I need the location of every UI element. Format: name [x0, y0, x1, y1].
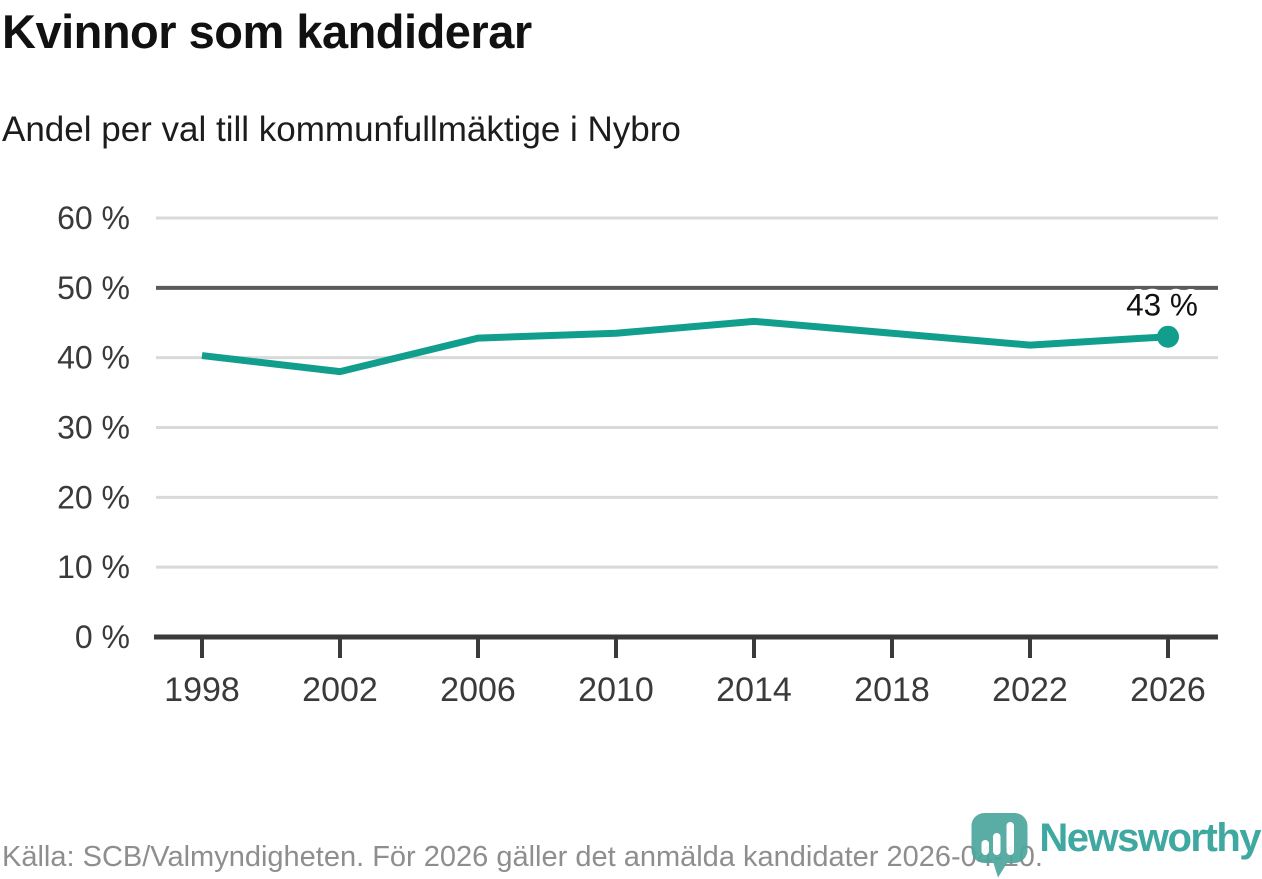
x-axis-tick-label: 2018 — [854, 671, 930, 709]
source-note: Källa: SCB/Valmyndigheten. För 2026 gäll… — [2, 841, 1043, 873]
chart-subtitle: Andel per val till kommunfullmäktige i N… — [2, 110, 681, 149]
y-axis-tick-label: 50 % — [57, 270, 130, 306]
bar-chart-bar-medium — [993, 833, 1001, 855]
end-point-marker — [1157, 325, 1179, 348]
newsworthy-wordmark: Newsworthy — [1039, 815, 1261, 860]
x-axis-tick-label: 2006 — [440, 671, 516, 709]
x-axis-tick-label: 2026 — [1130, 671, 1206, 709]
end-point-label: 43 % — [1126, 287, 1198, 323]
y-axis-tick-label: 30 % — [57, 410, 130, 446]
bar-chart-bar-tall — [1006, 822, 1015, 855]
x-axis-tick-label: 1998 — [164, 671, 240, 709]
x-axis-tick-label: 2010 — [578, 671, 654, 709]
y-axis-tick-label: 20 % — [57, 479, 130, 515]
newsworthy-pin-icon — [971, 813, 1028, 878]
data-line — [201, 317, 1169, 376]
chart-title: Kvinnor som kandiderar — [2, 5, 532, 58]
bar-chart-bar-small — [981, 840, 990, 855]
x-axis-tick-label: 2014 — [716, 671, 792, 709]
x-axis-tick-label: 2022 — [992, 671, 1068, 709]
x-axis-tick-label: 2002 — [302, 671, 378, 709]
y-axis-tick-label: 0 % — [75, 619, 130, 655]
newsworthy-logo: Newsworthy — [968, 811, 1261, 879]
y-axis-tick-label: 10 % — [57, 549, 130, 585]
y-axis-tick-label: 40 % — [57, 340, 130, 376]
y-axis-tick-label: 60 % — [57, 200, 130, 236]
